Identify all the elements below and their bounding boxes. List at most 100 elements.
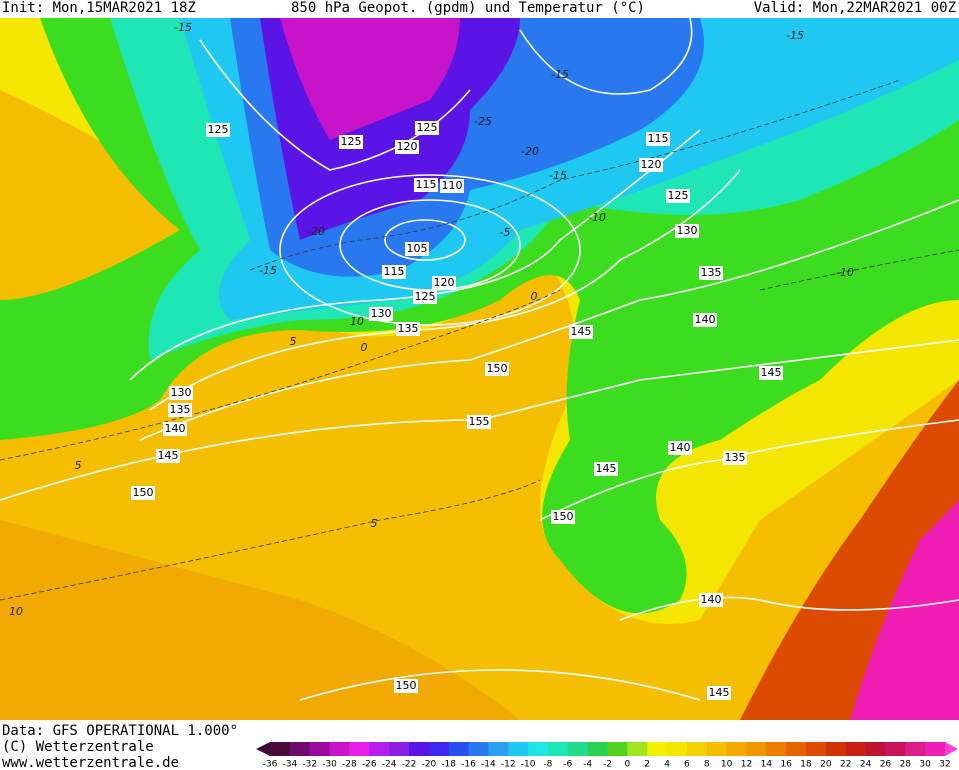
legend-swatch: [806, 742, 827, 756]
geopotential-label: 120: [641, 158, 662, 171]
legend-tick-label: 32: [939, 760, 950, 770]
legend-swatch: [270, 742, 291, 756]
geopotential-label: 115: [384, 265, 405, 278]
geopotential-label: 130: [171, 386, 192, 399]
geopotential-label: 125: [415, 290, 436, 303]
geopotential-label: 150: [133, 486, 154, 499]
contour-label-box: [369, 307, 393, 321]
legend-swatch: [547, 742, 569, 756]
legend-swatch: [289, 742, 311, 756]
legend-swatch: [329, 742, 350, 756]
legend-tick-label: 6: [684, 760, 690, 770]
geopotential-label: 110: [442, 179, 463, 192]
legend-swatch: [925, 742, 946, 756]
copyright: (C) Wetterzentrale: [2, 739, 154, 755]
contour-label-box: [646, 132, 670, 146]
legend-swatch: [369, 742, 390, 756]
legend-tick-label: 24: [860, 760, 872, 770]
legend-swatch: [567, 742, 589, 756]
data-source: Data: GFS OPERATIONAL 1.000°: [2, 723, 238, 739]
legend-swatch: [587, 742, 608, 756]
contour-label-box: [759, 366, 783, 380]
field-purple: [280, 18, 460, 140]
geopotential-label: 150: [396, 679, 417, 692]
contour-label-box: [666, 189, 690, 203]
legend-tick-label: 0: [624, 760, 630, 770]
legend-tick-label: 12: [741, 760, 752, 770]
temperature-label: -15: [786, 29, 804, 42]
legend-tick-label: -22: [402, 760, 417, 770]
geopotential-label: 120: [397, 140, 418, 153]
legend-tick-label: -10: [521, 760, 536, 770]
contour-label-box: [339, 135, 363, 149]
legend-tick-label: 2: [644, 760, 650, 770]
legend-swatch: [905, 742, 926, 756]
legend-swatch: [309, 742, 331, 756]
temperature-label: 5: [290, 335, 297, 348]
legend-swatch: [845, 742, 867, 756]
legend-tick-label: 26: [880, 760, 892, 770]
legend-swatch: [865, 742, 886, 756]
legend-tick-label: -2: [603, 760, 612, 770]
legend-swatch: [667, 742, 688, 756]
legend-tick-label: -8: [543, 760, 552, 770]
map-title: 850 hPa Geopot. (gpdm) und Temperatur (°…: [291, 0, 645, 16]
field-warm: [0, 520, 520, 720]
legend-swatch: [448, 742, 470, 756]
temperature-label: -15: [174, 21, 192, 34]
legend-tick-label: 30: [919, 760, 931, 770]
isotherm-contours: [0, 79, 959, 601]
legend-swatch: [349, 742, 370, 756]
geopotential-label: 140: [701, 593, 722, 606]
geopotential-label: 130: [371, 307, 392, 320]
geopotential-label: 145: [761, 366, 782, 379]
legend-swatch: [607, 742, 628, 756]
contour-label-box: [723, 451, 747, 465]
legend-tick-label: -32: [302, 760, 317, 770]
temperature-label: -10: [588, 211, 606, 224]
geopotential-label: 155: [469, 415, 490, 428]
legend-tick-label: 20: [820, 760, 832, 770]
field-magenta: [850, 500, 959, 720]
contour-label-box: [668, 441, 692, 455]
legend-swatch: [726, 742, 747, 756]
legend-swatch: [825, 742, 847, 756]
geopotential-label: 115: [648, 132, 669, 145]
geopotential-label: 125: [208, 123, 229, 136]
geopotential-label: 125: [417, 121, 438, 134]
legend-tick-label: -30: [322, 760, 337, 770]
geopotential-label: 115: [416, 178, 437, 191]
contour-label-box: [693, 313, 717, 327]
legend-tick-label: 22: [840, 760, 851, 770]
geopotential-label: 145: [709, 686, 730, 699]
contour-label-box: [163, 422, 187, 436]
legend-swatch: [885, 742, 906, 756]
legend-tick-label: -4: [583, 760, 592, 770]
legend-swatch: [488, 742, 509, 756]
contour-label-box: [467, 415, 491, 429]
geopotential-label: 150: [487, 362, 508, 375]
legend-swatch: [389, 742, 410, 756]
geopotential-label: 135: [398, 322, 419, 335]
geopotential-label: 140: [165, 422, 186, 435]
geopotential-label: 145: [158, 449, 179, 462]
contour-label-box: [405, 242, 429, 256]
temperature-label: 0: [361, 341, 368, 354]
contour-label-box: [569, 325, 593, 339]
legend-tick-label: 10: [721, 760, 733, 770]
legend-tick-label: -28: [342, 760, 357, 770]
geopotential-label: 105: [407, 242, 428, 255]
contour-label-box: [131, 486, 155, 500]
geopotential-label: 150: [553, 510, 574, 523]
temperature-label: -15: [549, 169, 567, 182]
contour-label-box: [707, 686, 731, 700]
geopotential-label: 125: [341, 135, 362, 148]
legend-tick-label: -34: [283, 760, 298, 770]
legend-tick-label: -18: [441, 760, 456, 770]
temperature-label: -20: [307, 225, 325, 238]
contour-label-box: [168, 403, 192, 417]
legend-tick-label: -20: [421, 760, 436, 770]
legend-tick-label: -36: [263, 760, 278, 770]
valid-time: Valid: Mon,22MAR2021 00Z: [754, 0, 956, 16]
